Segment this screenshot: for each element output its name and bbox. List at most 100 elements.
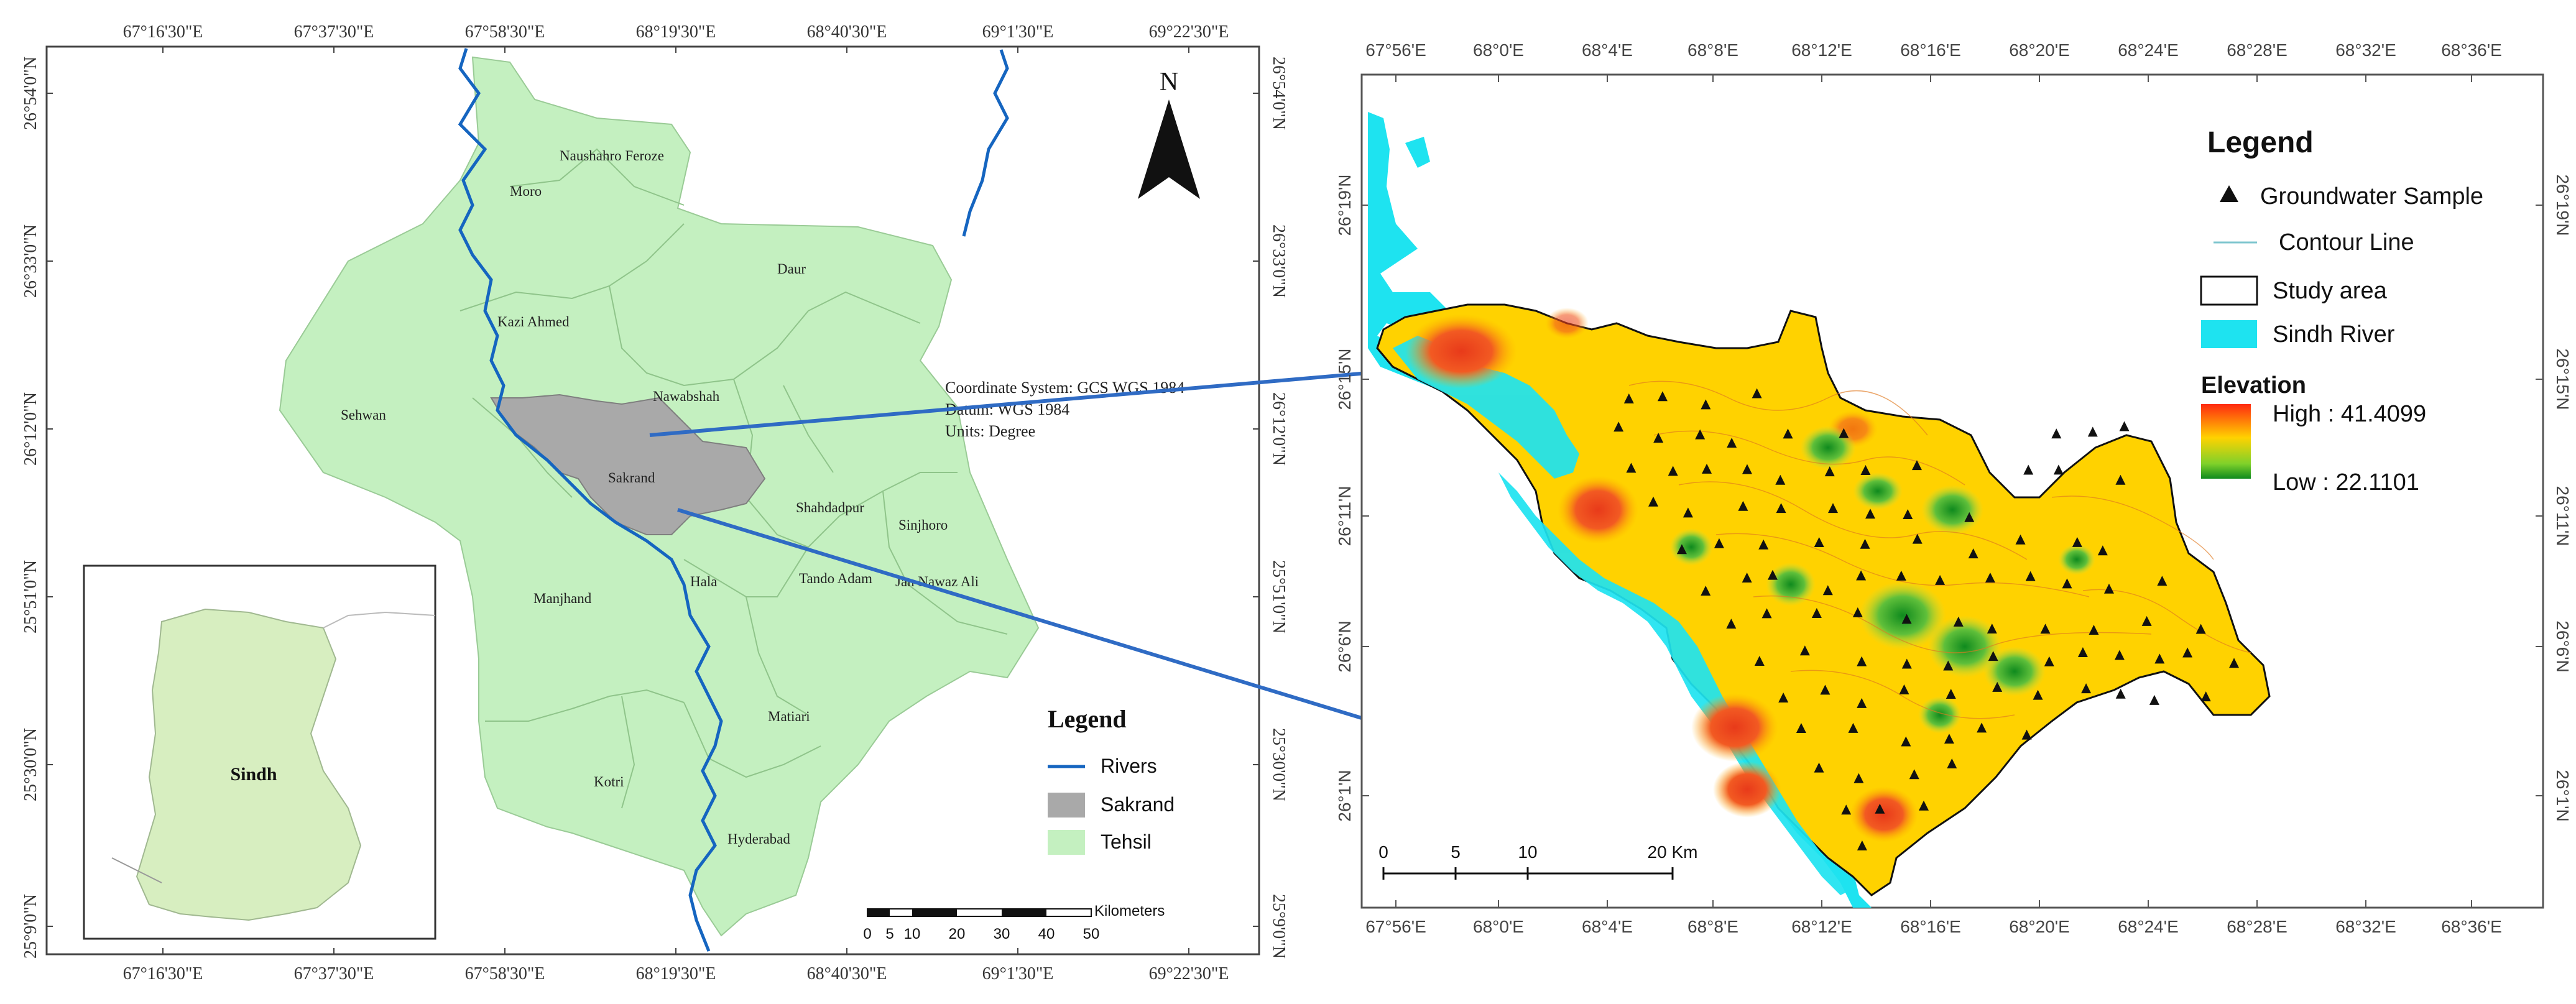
tehsil-label: Sehwan [341,407,386,423]
right-lat-tick-right: 26°1'N [2553,770,2572,821]
groundwater-sample-marker [2040,624,2051,634]
right-bottom-tick: 68°4'E [1582,917,1633,936]
tehsil-label: Naushahro Feroze [560,148,664,163]
groundwater-sample-marker [2077,647,2088,658]
left-bottom-tick: 68°40'30"E [807,964,887,983]
groundwater-sample-marker [1695,429,1706,440]
legend-study-area: Study area [2273,278,2388,304]
groundwater-sample-marker [1783,428,1793,439]
groundwater-sample-marker [1727,438,1737,448]
groundwater-sample-marker [1822,585,1833,596]
groundwater-sample-marker [1702,463,1712,474]
right-lat-tick-right: 26°19'N [2553,174,2572,236]
groundwater-sample-marker [1935,574,1946,585]
rivers [458,48,1009,952]
groundwater-sample-marker [2087,426,2098,437]
right-top-tick: 68°20'E [2009,40,2070,60]
groundwater-sample-marker [2033,689,2043,700]
tehsil-label: Tando Adam [799,571,872,586]
right-map-ticks [1362,75,2543,908]
north-arrow: N [1138,68,1200,199]
left-map-ticks [47,47,1259,954]
right-map: 67°56'E 68°0'E 68°4'E 68°8'E 68°12'E 68°… [1335,40,2572,936]
elevation-title: Elevation [2201,372,2306,398]
right-bottom-tick: 67°56'E [1365,917,1426,936]
groundwater-sample-marker [1811,608,1822,619]
scale2-label: 10 [1518,842,1537,862]
groundwater-sample-marker [1857,656,1867,666]
groundwater-sample-marker [2157,576,2167,586]
groundwater-sample-marker [1943,660,1954,671]
groundwater-sample-marker [1676,544,1687,555]
groundwater-sample-marker [1796,722,1806,733]
left-legend-title: Legend [1048,705,1127,733]
left-bottom-tick-labels: 67°16'30"E 67°37'30"E 67°58'30"E 68°19'3… [123,964,1229,983]
groundwater-sample-marker [1909,769,1919,780]
right-lat-tick: 26°19'N [1335,174,1354,236]
scale-label: 50 [1083,926,1100,942]
right-lat-tick-right: 26°6'N [2553,620,2572,672]
groundwater-sample-marker [2081,683,2092,694]
groundwater-sample-marker [1726,619,1737,629]
right-top-tick: 68°12'E [1791,40,1852,60]
right-lat-tick-right: 26°11'N [2553,486,2572,546]
right-top-tick: 68°0'E [1473,40,1524,60]
left-top-tick: 68°19'30"E [636,22,716,42]
groundwater-sample-marker [1653,433,1664,443]
tehsil-label: Daur [777,261,806,277]
left-lat-tick: 25°30'0"N [21,728,40,801]
tehsil-label: Matiari [768,709,810,724]
groundwater-sample-marker [1901,736,1911,747]
right-bottom-tick: 68°8'E [1687,917,1738,936]
left-top-tick: 67°58'30"E [465,22,545,42]
groundwater-sample-marker [1992,681,2003,692]
groundwater-sample-marker [1839,428,1849,438]
left-top-tick: 69°1'30"E [982,22,1054,42]
groundwater-sample-marker [1758,539,1769,550]
right-top-tick-labels: 67°56'E 68°0'E 68°4'E 68°8'E 68°12'E 68°… [1365,40,2502,60]
groundwater-sample-marker [1899,684,1909,694]
groundwater-sample-marker [2115,688,2126,699]
groundwater-sample-marker [1854,773,1864,783]
right-bottom-tick: 68°20'E [2009,917,2070,936]
inset-sindh-label: Sindh [230,764,277,785]
sindh-river-swatch [2201,320,2257,348]
groundwater-sample-marker [2141,615,2152,626]
groundwater-sample-marker [1875,803,1885,814]
groundwater-sample-marker [1761,608,1772,619]
groundwater-sample-marker [1648,496,1659,507]
left-bottom-tick: 67°37'30"E [294,964,374,983]
inset-coast [111,857,162,883]
groundwater-sample-marker [1946,689,1956,699]
sindh-province [136,608,362,921]
right-bottom-tick: 68°16'E [1900,917,1961,936]
tehsil-labels: Naushahro Feroze Moro Kazi Ahmed Daur Na… [341,148,979,847]
northern-river [962,49,1009,237]
groundwater-sample-marker [1742,573,1752,583]
legend-groundwater: Groundwater Sample [2260,183,2483,210]
groundwater-sample-marker [1860,538,1870,549]
groundwater-sample-marker [1657,391,1668,402]
groundwater-sample-marker [1968,548,1978,559]
groundwater-sample-marker [2200,691,2211,702]
groundwater-sample-marker [1912,533,1923,544]
scale2-label: 5 [1451,842,1461,862]
left-lat-tick: 25°9'0"N [21,894,40,959]
right-lat-tick: 26°1'N [1335,770,1354,821]
groundwater-sample-marker [1857,840,1867,850]
scale-label: 10 [904,926,921,942]
left-bottom-tick: 67°16'30"E [123,964,203,983]
right-bottom-tick: 68°28'E [2227,917,2287,936]
groundwater-sample-marker [1778,692,1789,702]
right-legend-title: Legend [2207,126,2314,159]
groundwater-sample-marker [1964,512,1975,522]
groundwater-sample-marker [2025,571,2036,581]
groundwater-sample-marker [2051,428,2062,439]
groundwater-sample-marker [1828,503,1839,514]
left-lat-tick-right: 26°33'0"N [1269,224,1288,298]
groundwater-sample-marker [2115,474,2126,485]
right-left-tick-labels: 26°19'N 26°15'N 26°11'N 26°6'N 26°1'N [1335,174,1354,821]
indus-river [458,48,723,952]
groundwater-sample-marker [1742,464,1752,474]
groundwater-sample-marker [2023,464,2034,475]
